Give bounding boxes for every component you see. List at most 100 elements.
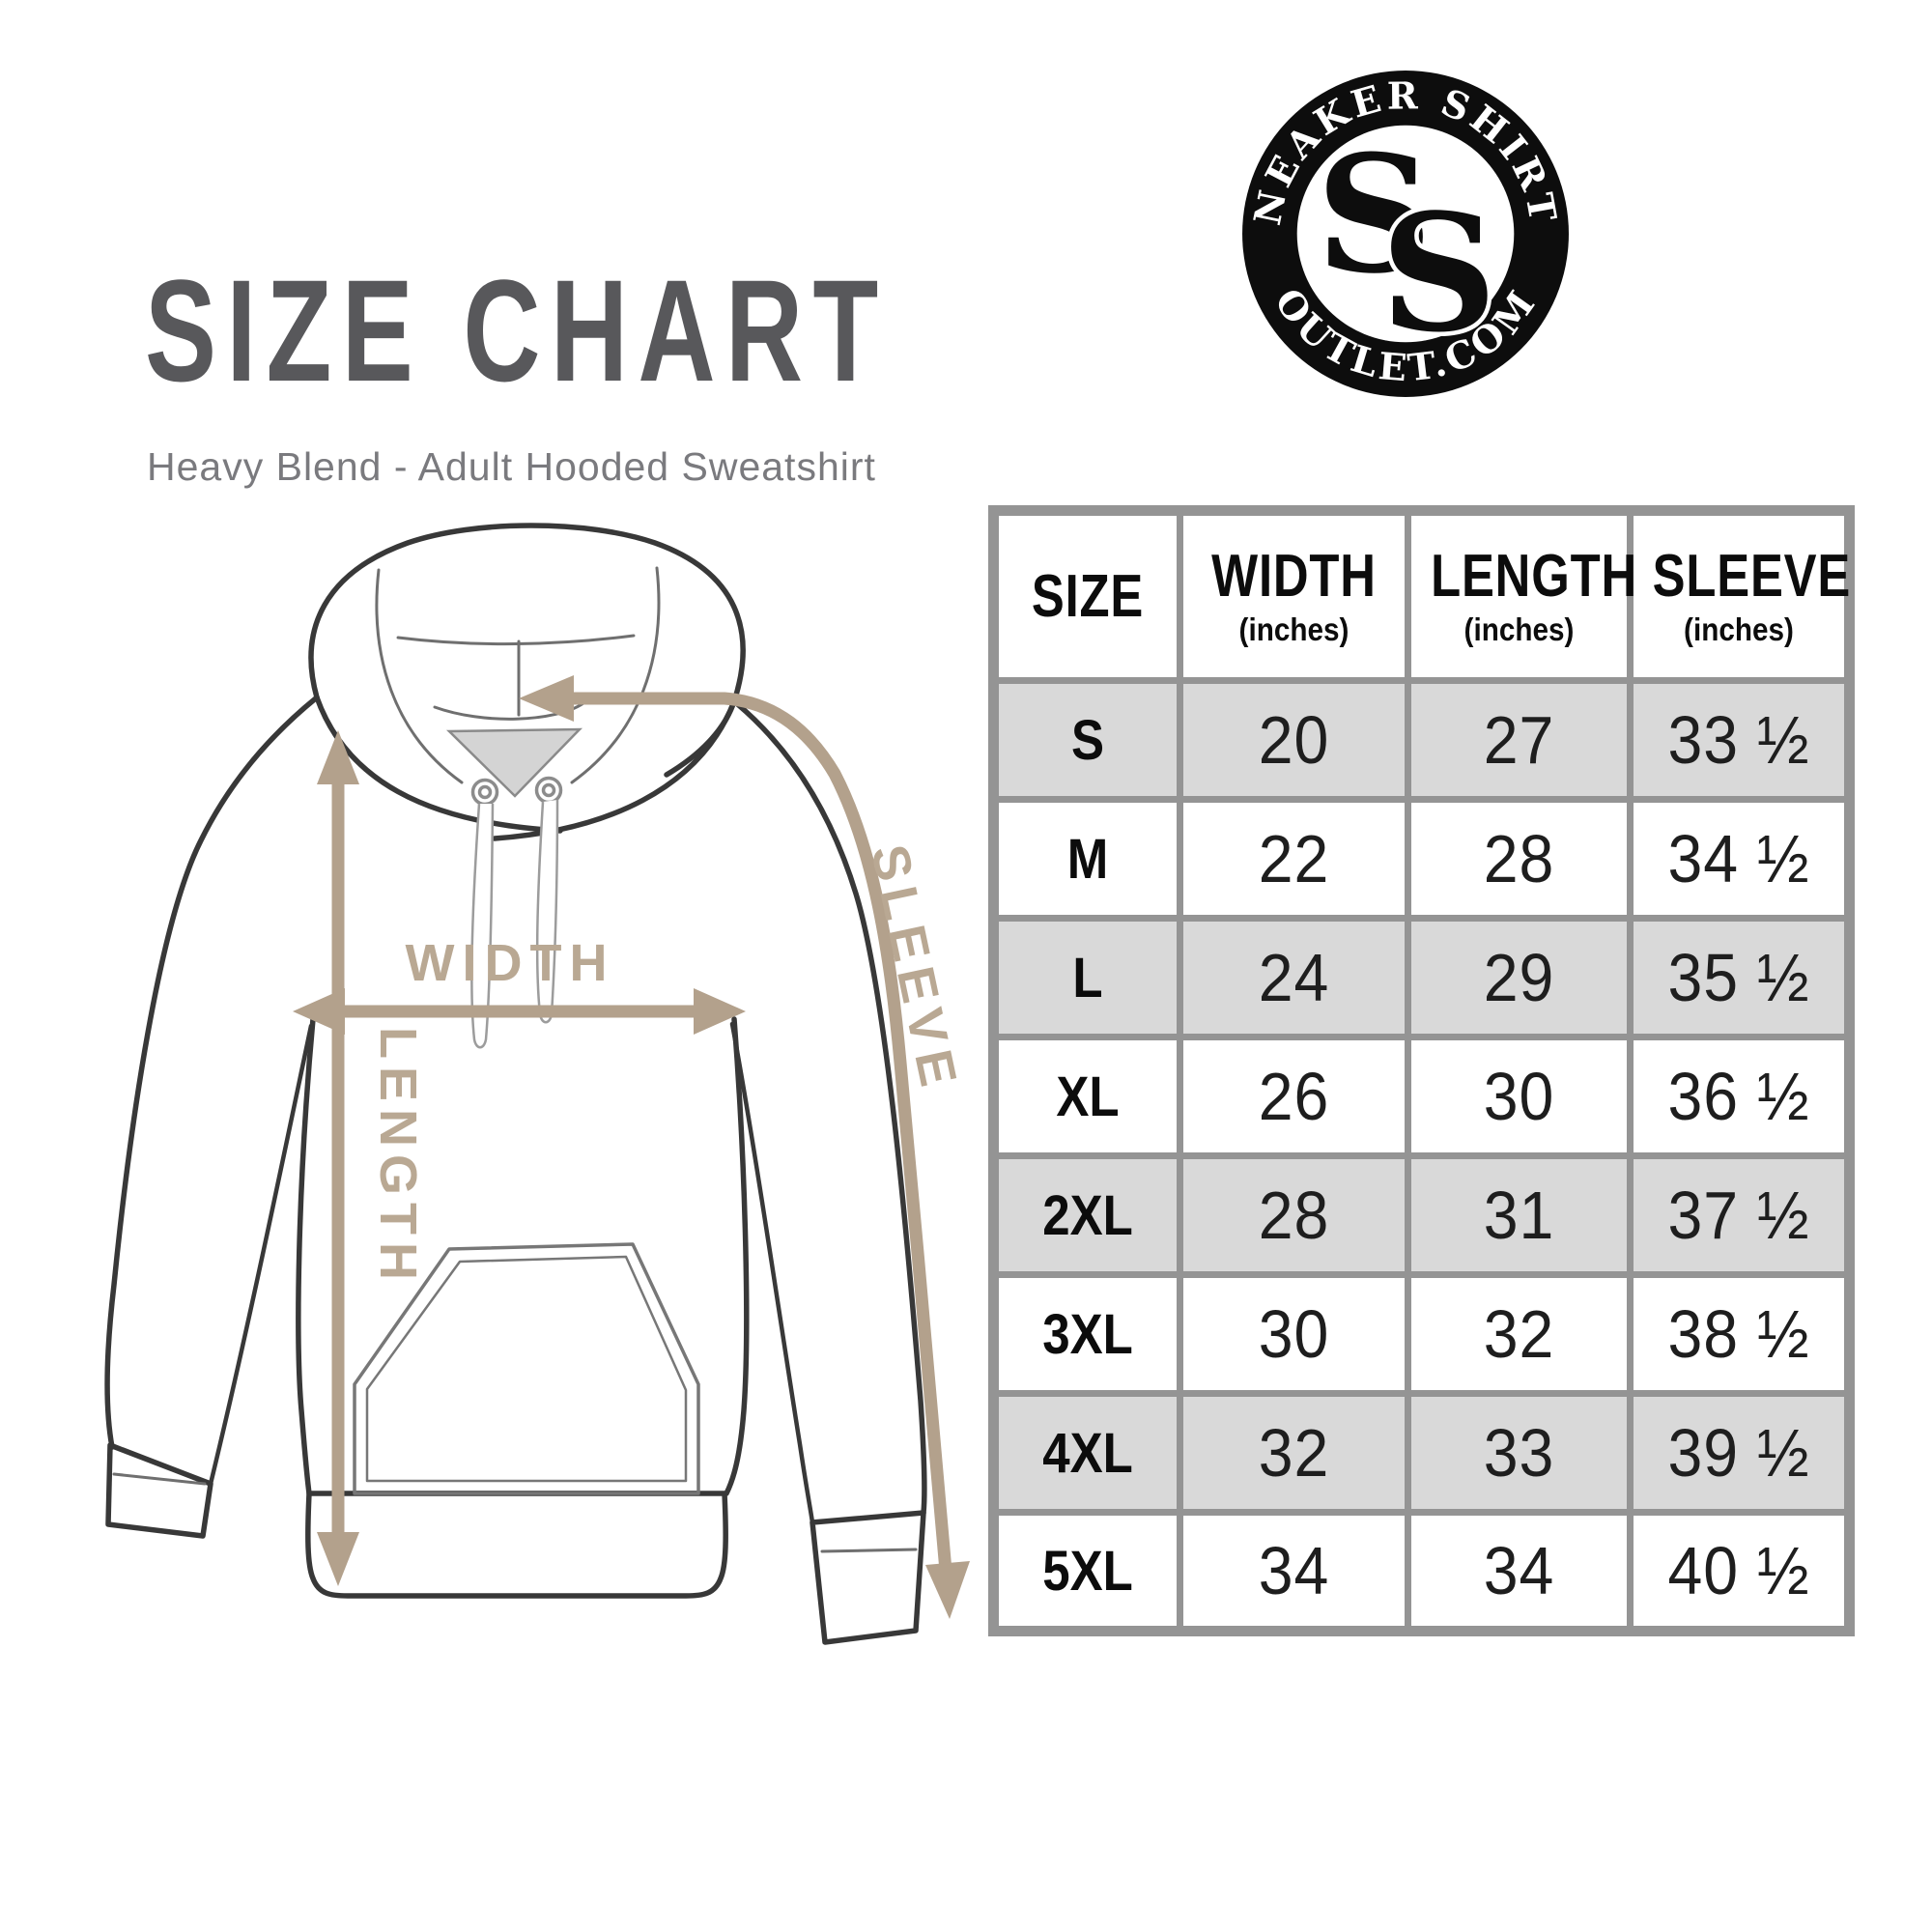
column-sublabel: (inches) [1684, 611, 1794, 648]
sleeve-arrowhead-start [519, 675, 574, 722]
size-cell: 4XL [990, 1390, 1183, 1516]
hood-inner-right [570, 566, 661, 784]
header-cell-length: LENGTH (inches) [1405, 507, 1637, 684]
collar-triangle [445, 727, 582, 798]
hem-band [305, 1491, 728, 1599]
page-title: SIZE CHART [145, 249, 889, 412]
column-label: SIZE [1031, 562, 1145, 630]
body-right-seam [724, 1016, 750, 1496]
hood-right-panel-edge [492, 698, 737, 841]
width-arrowhead-right [694, 988, 746, 1035]
table-row: 2XL 28 31 37 ½ [990, 1152, 1853, 1278]
sleeve-label: SLEEVE [860, 839, 969, 1098]
pocket-outer [353, 1242, 700, 1495]
width-cell: 30 [1177, 1271, 1411, 1397]
sleeve-cell: 35 ½ [1627, 915, 1853, 1040]
table-header-row: SIZE WIDTH (inches) LENGTH (inches) SLEE… [990, 507, 1853, 684]
table-row: M 22 28 34 ½ [990, 796, 1853, 922]
measure-arrows [293, 675, 970, 1619]
left-cuff [105, 1442, 213, 1539]
size-cell: XL [990, 1034, 1183, 1159]
drawstring-right [535, 799, 559, 1024]
column-sublabel: (inches) [1463, 611, 1575, 648]
length-cell: 34 [1405, 1509, 1634, 1634]
eyelet-left-hole [477, 784, 493, 800]
sleeve-cell: 40 ½ [1627, 1509, 1853, 1634]
hood-inner-left [375, 568, 464, 784]
width-cell: 22 [1177, 796, 1411, 922]
width-cell: 20 [1177, 677, 1411, 803]
column-sublabel: (inches) [1238, 611, 1350, 648]
length-cell: 32 [1405, 1271, 1634, 1397]
right-sleeve-outer [731, 698, 927, 1516]
size-cell: L [990, 915, 1183, 1040]
pocket-inner [365, 1255, 688, 1483]
size-cell: 3XL [990, 1271, 1183, 1397]
left-sleeve-outer [104, 695, 320, 1450]
right-sleeve-inner [729, 1021, 815, 1525]
table-row: XL 26 30 36 ½ [990, 1034, 1853, 1159]
length-arrowhead-bottom [317, 1532, 359, 1586]
length-cell: 29 [1405, 915, 1634, 1040]
length-cell: 27 [1405, 677, 1634, 803]
table-row: 5XL 34 34 40 ½ [990, 1509, 1853, 1634]
header-cell-size: SIZE [990, 507, 1183, 684]
column-label: LENGTH [1431, 542, 1637, 610]
length-cell: 30 [1405, 1034, 1634, 1159]
sleeve-arrow [572, 692, 952, 1572]
measure-labels: WIDTH LENGTH SLEEVE [369, 839, 969, 1288]
hoodie-diagram: WIDTH LENGTH SLEEVE [104, 523, 970, 1645]
width-cell: 32 [1177, 1390, 1411, 1516]
table-row: L 24 29 35 ½ [990, 915, 1853, 1040]
sleeve-cell: 38 ½ [1627, 1271, 1853, 1397]
hood-back-line [396, 634, 636, 646]
right-cuff-seam [820, 1548, 918, 1553]
sleeve-cell: 37 ½ [1627, 1152, 1853, 1278]
width-cell: 28 [1177, 1152, 1411, 1278]
table-row: 4XL 32 33 39 ½ [990, 1390, 1853, 1516]
header-cell-width: WIDTH (inches) [1177, 507, 1411, 684]
left-sleeve-inner [208, 1023, 314, 1487]
column-label: SLEEVE [1652, 542, 1852, 610]
hoodie-detail-lines [112, 566, 918, 1553]
drawstring-left [470, 803, 495, 1049]
sleeve-cell: 34 ½ [1627, 796, 1853, 922]
size-cell: 5XL [990, 1509, 1183, 1634]
size-cell: 2XL [990, 1152, 1183, 1278]
width-label: WIDTH [406, 934, 615, 992]
brand-logo: SNEAKER SHIRTS OUTLET.COM S S [1239, 68, 1569, 397]
monogram-s2: S [1380, 179, 1497, 368]
size-cell: M [990, 796, 1183, 922]
length-cell: 31 [1405, 1152, 1634, 1278]
size-cell: S [990, 677, 1183, 803]
width-cell: 24 [1177, 915, 1411, 1040]
length-arrowhead-top [317, 730, 359, 784]
size-table: SIZE WIDTH (inches) LENGTH (inches) SLEE… [988, 505, 1855, 1636]
page-subtitle: Heavy Blend - Adult Hooded Sweatshirt [147, 444, 876, 489]
eyelet-right-hole [541, 782, 556, 798]
logo-inner-disc [1296, 125, 1515, 343]
left-cuff-seam [112, 1472, 207, 1486]
width-cell: 34 [1177, 1509, 1411, 1634]
drawstring-eyelets [470, 776, 563, 807]
column-label: WIDTH [1211, 542, 1377, 610]
table-row: S 20 27 33 ½ [990, 677, 1853, 803]
header-cell-sleeve: SLEEVE (inches) [1627, 507, 1853, 684]
width-arrowhead-left [293, 988, 345, 1035]
sleeve-cell: 39 ½ [1627, 1390, 1853, 1516]
sleeve-arrowhead-end [925, 1561, 970, 1619]
body-left-seam [296, 1016, 316, 1496]
table-row: 3XL 30 32 38 ½ [990, 1271, 1853, 1397]
width-cell: 26 [1177, 1034, 1411, 1159]
logo-ss-monogram: S S [1312, 116, 1501, 373]
length-label: LENGTH [369, 1027, 427, 1288]
drawstrings [470, 799, 559, 1049]
sleeve-cell: 33 ½ [1627, 677, 1853, 803]
monogram-s1: S [1316, 120, 1433, 309]
right-cuff [810, 1510, 926, 1645]
sleeve-cell: 36 ½ [1627, 1034, 1853, 1159]
hood-left-panel-edge [314, 695, 563, 834]
hoodie-outline [104, 523, 927, 1645]
length-cell: 28 [1405, 796, 1634, 922]
